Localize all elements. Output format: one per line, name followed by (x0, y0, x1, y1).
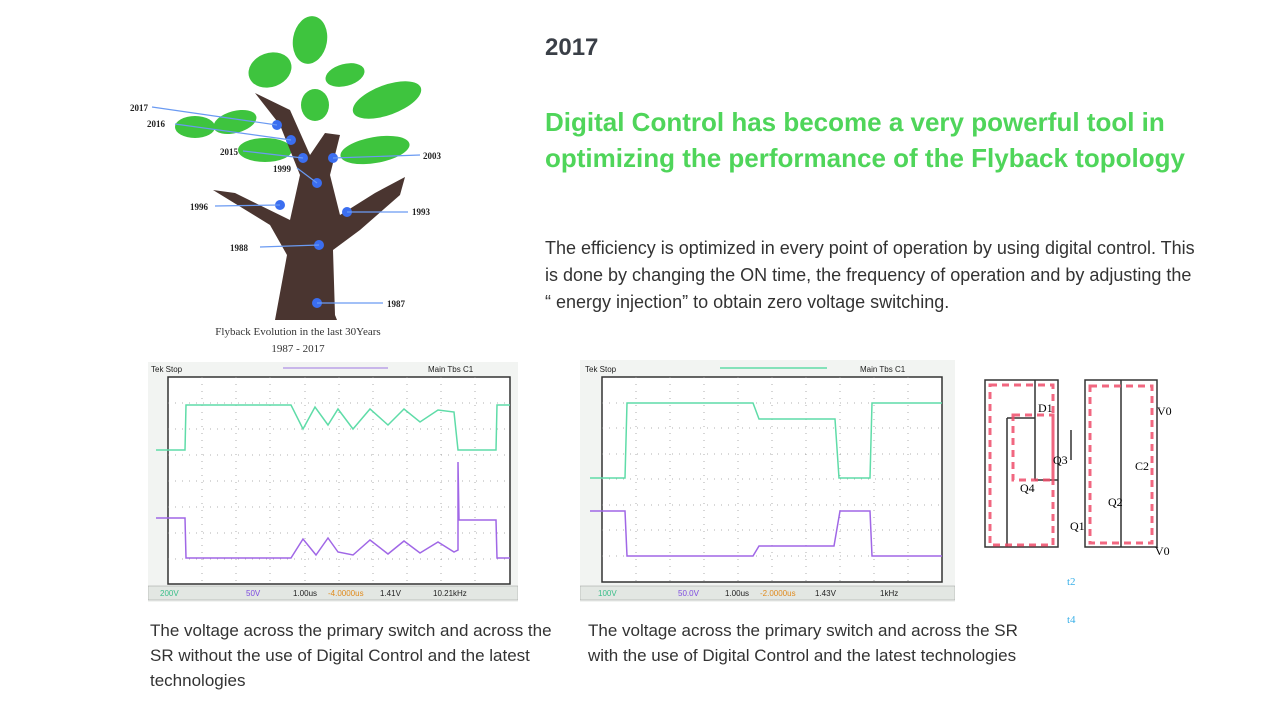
scope2-caption: The voltage across the primary switch an… (588, 621, 1018, 665)
tree-year-label: 1987 (387, 299, 406, 309)
circuit-label: V0 (1157, 404, 1172, 418)
scope1-caption: The voltage across the primary switch an… (150, 621, 552, 690)
oscilloscope-without-digital-control: Tek Stop Main Tbs C1 200V 50V 1.00us -4.… (148, 362, 518, 602)
circuit-label: D1 (1038, 401, 1053, 415)
scope-ch2-scale: 50.0V (678, 589, 700, 598)
circuit-label: Q4 (1020, 481, 1035, 495)
trace-primary-switch (590, 402, 942, 479)
tree-caption: Flyback Evolution in the last 30Years (215, 326, 380, 338)
scope-header-right: Main Tbs C1 (860, 365, 906, 374)
tree-year-label: 2015 (220, 147, 239, 157)
scope-timebase: 1.00us (293, 589, 317, 598)
scope-ch1-scale: 200V (160, 589, 179, 598)
scope-graticule (601, 376, 943, 583)
oscilloscope-with-digital-control: Tek Stop Main Tbs C1 100V 50.0V 1.00us -… (580, 360, 955, 602)
scope-timebase: 1.00us (725, 589, 749, 598)
scope-trigger-level: 1.43V (815, 589, 837, 598)
trace-primary-switch (156, 404, 510, 451)
circuit-label: Q1 (1070, 519, 1085, 533)
circuit-label: Q2 (1108, 495, 1123, 509)
scope-ch1-scale: 100V (598, 589, 617, 598)
scope-header-left: Tek Stop (151, 365, 183, 374)
tree-year-label: 1999 (273, 164, 292, 174)
tree-year-label: 1996 (190, 202, 209, 212)
tree-year-label: 1988 (230, 243, 249, 253)
scope-info: 1kHz (880, 589, 898, 598)
flyback-circuit-diagram: D1 Q3 Q4 Q1 Q2 C2 V0 V0 t2 t4 (984, 379, 1172, 626)
tree-leader-lines (151, 106, 421, 304)
scope-header-left: Tek Stop (585, 365, 617, 374)
flyback-evolution-tree: 2017 2016 2015 2003 1999 1996 1993 1988 … (130, 16, 442, 355)
tree-trunk (213, 93, 405, 320)
scope-trigger-position: -4.0000us (328, 589, 364, 598)
tree-year-label: 2016 (147, 119, 166, 129)
scope-grid (168, 377, 510, 584)
scope-info: 10.21kHz (433, 589, 467, 598)
trace-sr (156, 461, 510, 559)
scope-header-right: Main Tbs C1 (428, 365, 474, 374)
circuit-label: V0 (1155, 544, 1170, 558)
time-label: t4 (1067, 614, 1076, 626)
slide-paragraph: The efficiency is optimized in every poi… (545, 238, 1195, 312)
trace-sr (590, 510, 942, 557)
slide-year: 2017 (545, 34, 599, 61)
circuit-label: C2 (1135, 459, 1149, 473)
scope-trigger-position: -2.0000us (760, 589, 796, 598)
current-path (988, 383, 1154, 547)
time-label: t2 (1067, 576, 1076, 588)
tree-caption-years: 1987 - 2017 (271, 343, 325, 355)
slide-headline: Digital Control has become a very powerf… (545, 107, 1185, 173)
scope-trigger-level: 1.41V (380, 589, 402, 598)
tree-year-label: 1993 (412, 207, 431, 217)
circuit-label: Q3 (1053, 453, 1068, 467)
tree-year-label: 2003 (423, 151, 442, 161)
scope-ch2-scale: 50V (246, 589, 261, 598)
tree-year-label: 2017 (130, 103, 149, 113)
